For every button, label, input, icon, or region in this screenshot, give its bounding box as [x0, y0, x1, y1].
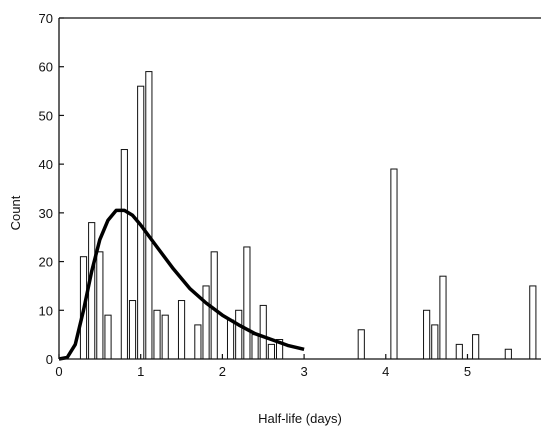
histogram-bar: [194, 324, 202, 360]
axes-layer: [58, 17, 541, 360]
histogram-bar: [226, 319, 235, 360]
x-tick-label: 5: [464, 364, 471, 379]
x-tick-label: 3: [300, 364, 307, 379]
y-tick-label: 40: [39, 157, 53, 172]
x-tick-label: 4: [382, 364, 389, 379]
x-axis-label: Half-life (days): [258, 411, 342, 426]
histogram-bar: [104, 314, 112, 360]
x-tick-label: 2: [219, 364, 226, 379]
histogram-bar: [128, 300, 137, 360]
histogram-bar: [88, 222, 96, 360]
histogram-bar: [423, 309, 431, 360]
fit-curve-line: [58, 208, 305, 361]
histogram-bar: [96, 251, 104, 360]
histogram-bar: [251, 334, 259, 360]
histogram-bar: [472, 334, 480, 360]
histogram-bar: [357, 329, 365, 360]
bars-layer: [79, 71, 537, 360]
histogram-bar: [243, 246, 251, 360]
histogram-bar: [235, 309, 243, 360]
histogram-bar: [390, 168, 398, 360]
y-axis-label: Count: [8, 195, 23, 230]
y-tick-label: 10: [39, 303, 53, 318]
histogram-bar: [267, 343, 275, 360]
histogram-bar: [177, 300, 186, 360]
x-tick-label: 0: [55, 364, 62, 379]
y-tick-label: 60: [39, 60, 53, 75]
histogram-bar: [504, 348, 512, 360]
histogram-bar: [120, 149, 128, 360]
y-tick-label: 30: [39, 206, 53, 221]
histogram-bar: [161, 314, 169, 360]
x-tick-label: 1: [137, 364, 144, 379]
histogram-bar: [145, 71, 153, 360]
histogram-bar: [439, 275, 447, 360]
y-tick-label: 20: [39, 255, 53, 270]
histogram-bar: [202, 285, 210, 360]
histogram-bar: [431, 324, 439, 360]
y-tick-label: 0: [46, 352, 53, 367]
y-tick-label: 70: [39, 11, 53, 26]
histogram-bar: [153, 309, 161, 360]
histogram-bar: [529, 285, 537, 360]
histogram-bar: [455, 343, 463, 360]
histogram-bar: [259, 304, 267, 360]
y-tick-label: 50: [39, 108, 53, 123]
ticks-layer: 0 10 20 30 40 50 60 70 0 1 2 3 4 5: [39, 11, 472, 379]
